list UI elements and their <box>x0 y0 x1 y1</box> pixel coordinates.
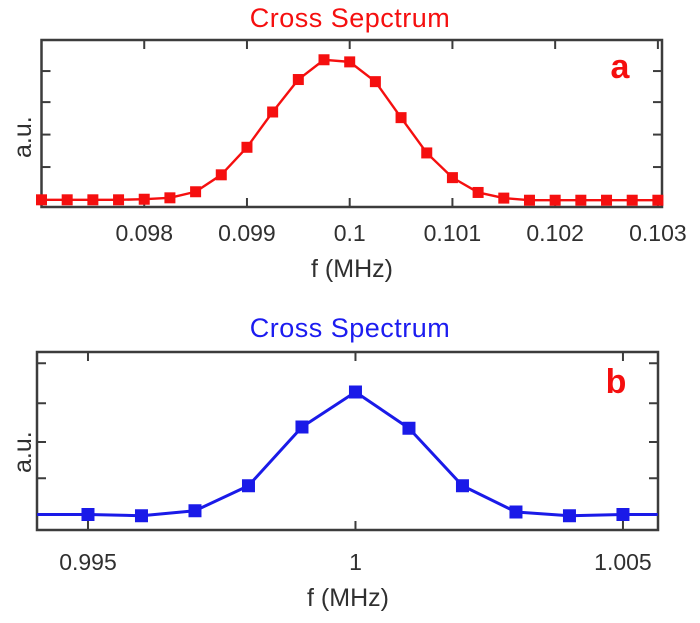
data-point-marker <box>626 194 638 206</box>
data-point-marker <box>318 54 330 66</box>
data-point-marker <box>188 504 202 518</box>
x-tick-label: 0.102 <box>526 220 584 246</box>
x-tick-label: 0.098 <box>115 220 173 246</box>
x-axis-label-a: f (MHz) <box>311 255 393 283</box>
data-point-marker <box>498 192 510 204</box>
data-point-marker <box>395 112 407 124</box>
x-tick-label: 0.101 <box>424 220 482 246</box>
x-tick-label: 0.103 <box>629 220 687 246</box>
generated-plot-a: 0.098 0.099 0.1 0.101 0.102 0.103 <box>36 38 687 246</box>
data-point-marker <box>36 194 47 206</box>
data-point-marker <box>267 106 279 118</box>
y-axis-label-a: a.u. <box>9 116 37 158</box>
data-point-marker <box>369 76 381 88</box>
data-point-marker <box>134 509 148 523</box>
x-tick-label: 0.099 <box>218 220 276 246</box>
generated-plot-b: 0.995 1 1.005 <box>35 350 660 575</box>
x-tick-label: 1 <box>349 549 362 575</box>
data-point-marker <box>113 194 125 206</box>
data-point-marker <box>292 74 304 86</box>
panel-label-a: a <box>611 48 631 86</box>
data-point-marker <box>509 505 523 519</box>
y-axis-label-b: a.u. <box>9 431 37 473</box>
data-point-marker <box>164 192 176 204</box>
data-point-marker <box>601 194 613 206</box>
plot-box <box>35 350 660 532</box>
data-point-marker <box>652 194 664 206</box>
data-point-marker <box>241 479 255 493</box>
data-point-marker <box>549 194 561 206</box>
data-point-marker <box>616 508 630 521</box>
data-point-marker <box>138 193 150 205</box>
data-point-marker <box>562 509 576 523</box>
data-point-marker <box>348 385 362 399</box>
data-point-marker <box>81 508 95 521</box>
data-point-marker <box>523 194 535 206</box>
data-point-marker <box>402 421 416 435</box>
data-point-marker <box>190 186 202 198</box>
data-point-marker <box>344 56 356 68</box>
x-tick-label: 0.1 <box>334 220 366 246</box>
data-point-marker <box>446 172 458 184</box>
data-point-marker <box>61 194 73 206</box>
x-tick-label: 1.005 <box>594 549 652 575</box>
panel-label-b: b <box>606 363 627 401</box>
plot-area-a: 0.098 0.099 0.1 0.101 0.102 0.103 a.u. f (MHz… <box>9 38 687 283</box>
chart-title-b: Cross Spectrum <box>249 313 451 343</box>
x-axis-label-b: f (MHz) <box>307 584 389 612</box>
plot-area-b: 0.995 1 1.005 a.u. f (MHz) b <box>9 350 660 612</box>
data-point-marker <box>241 141 253 153</box>
data-point-marker <box>87 194 99 206</box>
data-point-marker <box>295 420 309 434</box>
data-line <box>37 390 658 518</box>
x-tick-label: 0.995 <box>59 549 117 575</box>
data-point-marker <box>455 479 469 493</box>
data-point-marker <box>575 194 587 206</box>
data-point-marker <box>421 147 433 159</box>
data-line <box>41 58 658 202</box>
chart-title-a: Cross Sepctrum <box>249 3 451 33</box>
data-point-marker <box>215 169 227 181</box>
plot-box <box>40 38 664 209</box>
data-point-marker <box>472 186 484 198</box>
